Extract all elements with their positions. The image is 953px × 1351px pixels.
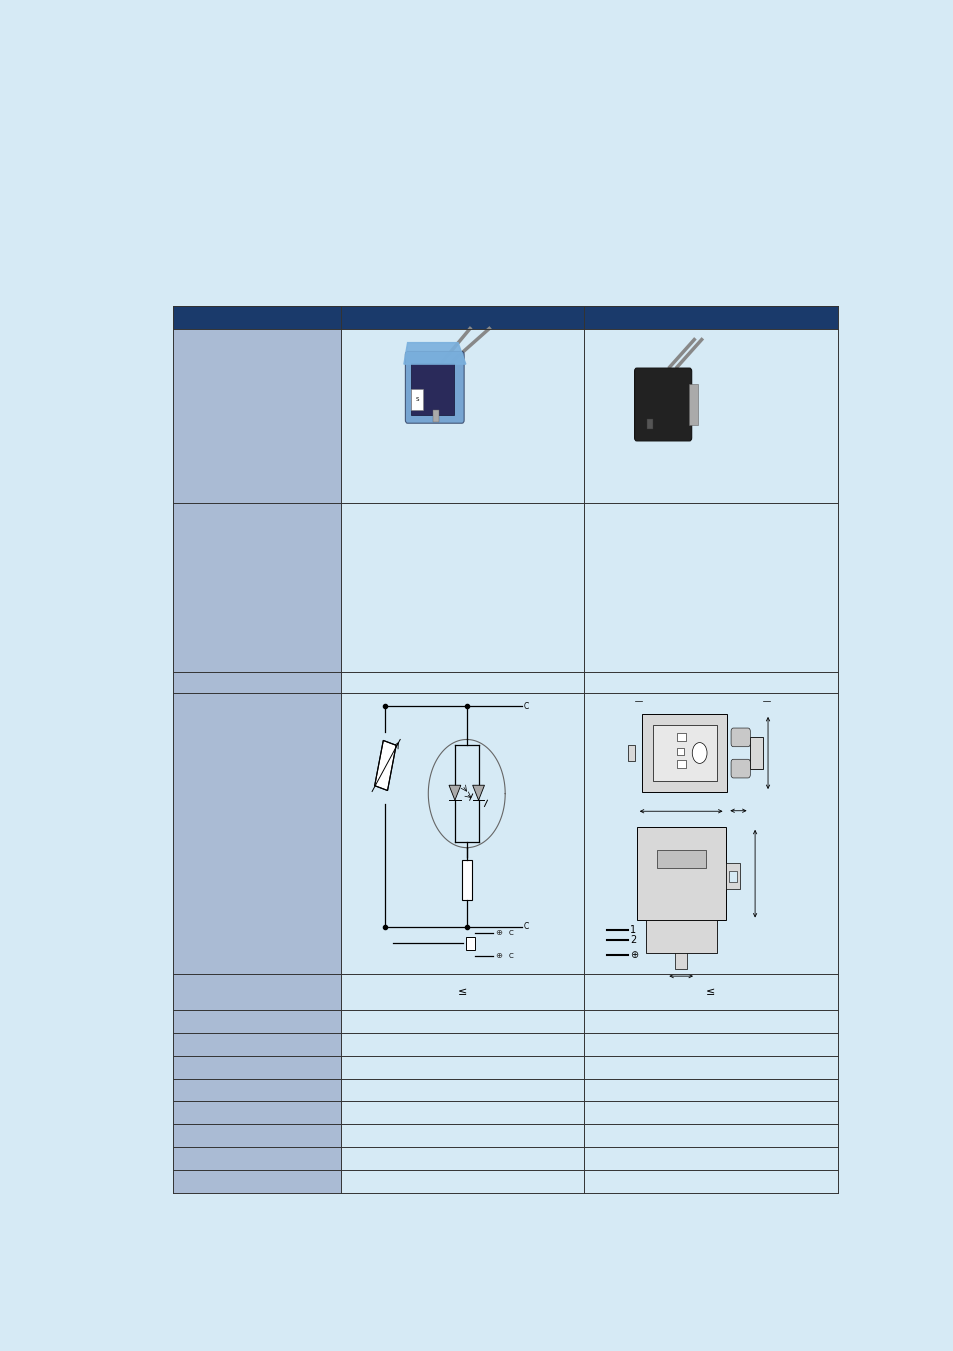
FancyBboxPatch shape	[405, 351, 464, 423]
Bar	[677, 734, 685, 740]
Bar	[341, 1147, 583, 1170]
Bar	[675, 954, 686, 969]
Bar	[411, 389, 423, 409]
Bar	[461, 861, 472, 900]
Text: ⊕: ⊕	[495, 951, 501, 961]
Bar	[641, 713, 726, 792]
FancyBboxPatch shape	[730, 728, 749, 747]
Bar	[341, 693, 583, 974]
Bar	[583, 1011, 837, 1032]
Bar	[583, 1078, 837, 1101]
Bar	[583, 1055, 837, 1078]
Bar	[749, 738, 762, 769]
Bar	[583, 504, 837, 671]
Bar	[341, 328, 583, 504]
Text: C: C	[523, 923, 528, 931]
FancyBboxPatch shape	[730, 759, 749, 778]
Text: ⊕: ⊕	[495, 928, 501, 938]
Bar	[583, 1147, 837, 1170]
Polygon shape	[375, 740, 395, 790]
Bar	[583, 671, 837, 693]
Text: S: S	[415, 397, 418, 401]
Polygon shape	[403, 343, 465, 365]
Bar	[652, 725, 716, 781]
Text: C: C	[523, 701, 528, 711]
Text: 1: 1	[630, 925, 636, 935]
Bar	[341, 1078, 583, 1101]
Bar	[173, 1011, 341, 1032]
Bar	[647, 419, 653, 430]
Bar	[341, 1101, 583, 1124]
Text: C: C	[508, 952, 513, 959]
Text: ≤: ≤	[705, 986, 715, 997]
Bar	[583, 974, 837, 1011]
Text: ⊕: ⊕	[630, 950, 638, 959]
Bar	[583, 1032, 837, 1055]
Bar	[433, 409, 439, 422]
Bar	[173, 693, 341, 974]
Bar	[583, 328, 837, 504]
Bar	[411, 363, 454, 415]
Bar	[656, 850, 705, 869]
Bar	[583, 1170, 837, 1193]
Bar	[173, 1078, 341, 1101]
Text: 2: 2	[630, 935, 636, 946]
Bar	[637, 827, 725, 920]
Bar	[465, 936, 475, 950]
Bar	[583, 693, 837, 974]
Bar	[341, 1032, 583, 1055]
Bar	[677, 748, 683, 755]
Bar	[173, 1101, 341, 1124]
Bar	[173, 328, 341, 504]
Bar	[627, 744, 635, 762]
Bar	[341, 504, 583, 671]
Bar	[583, 1124, 837, 1147]
Bar	[173, 1124, 341, 1147]
Circle shape	[692, 743, 706, 763]
Bar	[173, 504, 341, 671]
Bar	[341, 1055, 583, 1078]
Bar	[173, 1147, 341, 1170]
Bar	[677, 761, 685, 767]
Bar	[341, 1124, 583, 1147]
Bar	[341, 974, 583, 1011]
Bar	[724, 863, 740, 889]
Bar	[173, 1032, 341, 1055]
Bar	[645, 920, 716, 954]
Text: C: C	[508, 929, 513, 936]
Bar	[728, 870, 736, 882]
Bar	[173, 671, 341, 693]
Bar	[173, 1055, 341, 1078]
Bar	[173, 1170, 341, 1193]
Bar	[341, 671, 583, 693]
Bar	[583, 1101, 837, 1124]
Bar	[341, 1170, 583, 1193]
Polygon shape	[449, 785, 460, 800]
FancyBboxPatch shape	[634, 367, 691, 440]
Polygon shape	[472, 785, 484, 800]
Bar	[173, 974, 341, 1011]
Bar	[689, 384, 698, 426]
Bar	[341, 1011, 583, 1032]
Bar	[173, 305, 837, 328]
Text: ≤: ≤	[457, 986, 467, 997]
